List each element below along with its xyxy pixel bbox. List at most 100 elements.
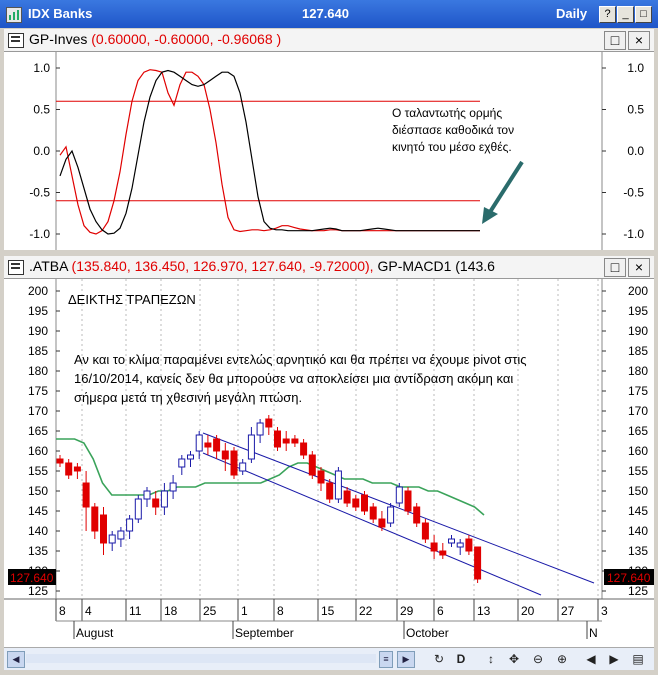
candle-body <box>100 514 107 544</box>
price-ytick-right: 145 <box>628 504 648 518</box>
osc-ytick-right: 0.5 <box>627 103 644 117</box>
last-price-right: 127.640 <box>607 571 651 585</box>
candle-body <box>474 546 482 580</box>
candle-body <box>430 542 438 552</box>
day-label: 4 <box>85 604 92 618</box>
candle <box>230 447 238 479</box>
candle-body <box>108 534 116 544</box>
candle-body <box>56 458 64 464</box>
oscillator-maximize-button[interactable]: □ <box>604 31 626 50</box>
candle <box>282 431 290 451</box>
minimize-button[interactable]: _ <box>617 6 634 23</box>
candle <box>308 451 316 479</box>
osc-ytick-right: -1.0 <box>623 227 644 241</box>
candle-body <box>65 462 73 476</box>
candle-body <box>160 490 168 508</box>
window-period: Daily <box>556 6 588 21</box>
candle-body <box>134 498 142 520</box>
oscillator-name: GP-Inves <box>29 31 88 47</box>
candle <box>143 487 151 507</box>
day-label: 1 <box>241 604 248 618</box>
candle <box>239 459 247 475</box>
maximize-button[interactable]: □ <box>635 6 652 23</box>
day-label: 18 <box>164 604 178 618</box>
price-ytick-right: 125 <box>628 584 648 598</box>
price-chart: 200 200 195 195 190 190 185 185 180 180 175 175 170 1… <box>4 279 654 647</box>
price-ytick-left: 185 <box>28 344 48 358</box>
period-d-icon[interactable]: D <box>456 652 466 666</box>
price-ytick-right: 155 <box>628 464 648 478</box>
candle-body <box>404 490 412 512</box>
candle <box>126 515 134 539</box>
candle <box>404 487 412 515</box>
day-label: 13 <box>477 604 491 618</box>
candle <box>91 503 99 539</box>
step-right-icon[interactable]: ▶ <box>609 652 619 666</box>
price-ytick-left: 190 <box>28 324 48 338</box>
scroll-track[interactable] <box>26 654 376 663</box>
candle <box>65 459 73 479</box>
candle-body <box>169 482 177 492</box>
calendar-icon[interactable]: ▤ <box>632 652 644 666</box>
scroll-thumb[interactable]: ≡ <box>379 651 393 668</box>
price-maximize-button[interactable]: □ <box>604 258 626 277</box>
osc-ytick-right: -0.5 <box>623 186 644 200</box>
candle <box>456 539 464 555</box>
bottom-toolbar: ◀ ≡ ▶ ↻ D ↕ ✥ ⊖ ⊕ ◀ ▶ ▤ <box>4 647 654 670</box>
pane-menu-icon[interactable] <box>8 260 24 275</box>
candle-body <box>195 434 203 452</box>
price-ytick-right: 140 <box>628 524 648 538</box>
candle-body <box>343 490 351 504</box>
candle-body <box>265 418 273 428</box>
compress-icon[interactable]: ↕ <box>488 652 494 666</box>
price-ytick-left: 150 <box>28 484 48 498</box>
day-label: 8 <box>59 604 66 618</box>
price-pane-header: .ATBA (135.840, 136.450, 126.970, 127.64… <box>4 256 654 279</box>
candle-body <box>221 450 229 460</box>
trend-channel-line <box>202 452 542 596</box>
osc-ytick-right: 0.0 <box>627 144 644 158</box>
help-button[interactable]: ? <box>599 6 616 23</box>
candle-body <box>126 518 134 532</box>
candle-body <box>143 490 151 500</box>
day-label: 25 <box>203 604 217 618</box>
price-ytick-left: 140 <box>28 524 48 538</box>
annotation-arrow <box>482 160 524 224</box>
step-left-icon[interactable]: ◀ <box>586 652 596 666</box>
candle <box>361 491 368 515</box>
candle-body <box>82 482 90 508</box>
candle-body <box>291 438 299 444</box>
price-ytick-right: 135 <box>628 544 648 558</box>
oscillator-close-button[interactable]: × <box>628 31 650 50</box>
candle <box>195 431 203 459</box>
refresh-icon[interactable]: ↻ <box>433 652 445 666</box>
candle <box>430 535 438 559</box>
candle-body <box>300 442 308 456</box>
scroll-left-button[interactable]: ◀ <box>7 651 25 668</box>
pane-menu-icon[interactable] <box>8 33 24 48</box>
candle <box>413 503 421 527</box>
note-line-2: 16/10/2014, κανείς δεν θα μπορούσε να απ… <box>74 371 513 386</box>
price-ytick-right: 195 <box>628 304 648 318</box>
oscillator-pane-header: GP-Inves (0.60000, -0.60000, -0.96068 ) … <box>4 29 654 52</box>
price-pane-indicator: GP-MACD1 (143.6 <box>377 258 495 274</box>
price-ytick-left: 125 <box>28 584 48 598</box>
candle <box>465 535 473 555</box>
price-ytick-right: 180 <box>628 364 648 378</box>
candle <box>221 443 229 471</box>
candle-body <box>378 518 386 528</box>
zoom-in-icon[interactable]: ⊕ <box>556 652 568 666</box>
candle-body <box>204 442 212 448</box>
price-close-button[interactable]: × <box>628 258 650 277</box>
scroll-right-button[interactable]: ▶ <box>397 651 415 668</box>
candle <box>178 455 186 475</box>
candle-body <box>334 470 342 500</box>
candle-body <box>91 506 99 532</box>
candle-body <box>395 486 403 504</box>
window-title: IDX Banks <box>28 6 93 21</box>
osc-ytick-left: 1.0 <box>33 61 50 75</box>
candle <box>387 503 395 527</box>
zoom-out-icon[interactable]: ⊖ <box>532 652 544 666</box>
move-icon[interactable]: ✥ <box>508 652 520 666</box>
price-ytick-right: 175 <box>628 384 648 398</box>
